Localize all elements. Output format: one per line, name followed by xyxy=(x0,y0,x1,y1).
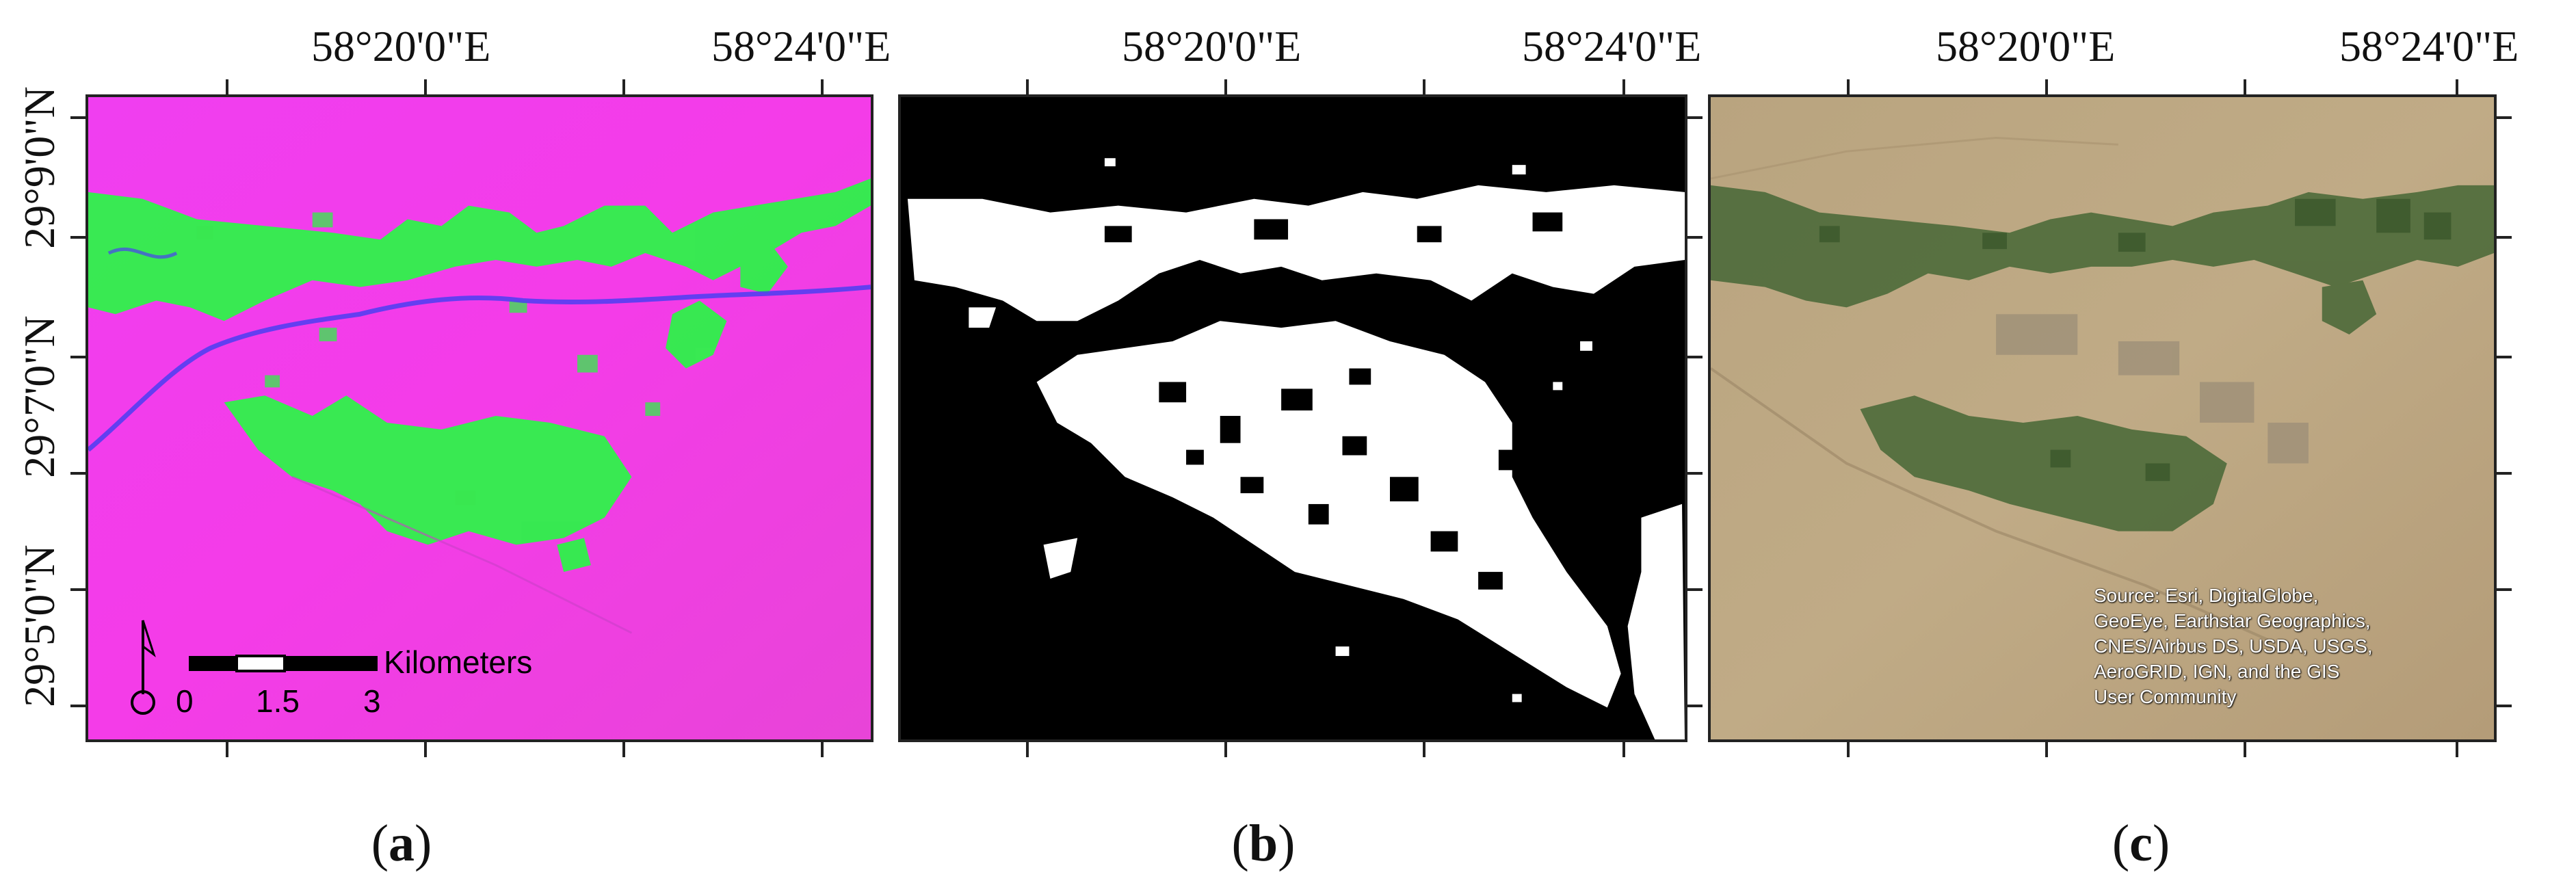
bottom-tick xyxy=(1224,742,1227,757)
false-color-image xyxy=(88,97,871,739)
right-tick xyxy=(2497,588,2512,591)
caption-b: (b) xyxy=(1232,814,1296,873)
scale-unit-label: Kilometers xyxy=(384,644,533,680)
top-tick xyxy=(821,79,824,94)
top-tick xyxy=(2456,79,2458,94)
right-tick xyxy=(1687,705,1703,707)
lon-label-a-2: 58°24'0"E xyxy=(711,22,891,70)
left-tick xyxy=(70,705,86,707)
bottom-tick xyxy=(226,742,228,757)
right-tick xyxy=(2497,236,2512,239)
lon-label-a-1: 58°20'0"E xyxy=(311,22,491,70)
panel-c-satellite-basemap: Source: Esri, DigitalGlobe, GeoEye, Eart… xyxy=(1708,94,2497,742)
lon-label-b-1: 58°20'0"E xyxy=(1122,22,1302,70)
right-tick xyxy=(1687,236,1703,239)
bottom-tick xyxy=(622,742,625,757)
top-tick xyxy=(1224,79,1227,94)
caption-close: ) xyxy=(1278,815,1296,872)
right-tick xyxy=(2497,356,2512,358)
panel-b-binary-mask-map xyxy=(898,94,1687,742)
caption-letter: a xyxy=(389,815,415,872)
top-tick xyxy=(1847,79,1850,94)
top-tick xyxy=(1622,79,1625,94)
scale-tick-0: 0 xyxy=(176,683,194,719)
bottom-tick xyxy=(1847,742,1850,757)
lat-label-2: 29°7'0"N xyxy=(15,315,64,478)
right-tick xyxy=(1687,472,1703,475)
left-tick xyxy=(70,356,86,358)
attribution-line: AeroGRID, IGN, and the GIS xyxy=(2094,661,2340,682)
left-tick xyxy=(70,472,86,475)
attribution-line: CNES/Airbus DS, USDA, USGS, xyxy=(2094,635,2373,657)
caption-letter: b xyxy=(1248,815,1278,872)
caption-open: ( xyxy=(2112,815,2130,872)
top-tick xyxy=(1423,79,1425,94)
caption-a: (a) xyxy=(371,814,432,873)
top-tick xyxy=(226,79,228,94)
bottom-tick xyxy=(2045,742,2048,757)
caption-close: ) xyxy=(2152,815,2170,872)
top-tick xyxy=(424,79,427,94)
attribution-line: GeoEye, Earthstar Geographics, xyxy=(2094,610,2371,631)
right-tick xyxy=(2497,705,2512,707)
caption-open: ( xyxy=(371,815,389,872)
top-tick xyxy=(1026,79,1029,94)
lat-label-1: 29°9'0"N xyxy=(15,86,64,249)
attribution-line: User Community xyxy=(2094,686,2237,707)
bottom-tick xyxy=(424,742,427,757)
lon-label-c-2: 58°24'0"E xyxy=(2339,22,2519,70)
north-arrow-icon xyxy=(131,620,156,715)
caption-close: ) xyxy=(415,815,432,872)
bottom-tick xyxy=(821,742,824,757)
map-attribution: Source: Esri, DigitalGlobe, GeoEye, Eart… xyxy=(2094,583,2477,709)
top-tick xyxy=(2045,79,2048,94)
top-tick xyxy=(622,79,625,94)
attribution-line: Source: Esri, DigitalGlobe, xyxy=(2094,585,2319,606)
left-tick xyxy=(70,588,86,591)
right-tick xyxy=(2497,116,2512,119)
bottom-tick xyxy=(2244,742,2246,757)
scale-tick-1-5: 1.5 xyxy=(256,683,300,719)
right-tick xyxy=(1687,116,1703,119)
lon-label-b-2: 58°24'0"E xyxy=(1522,22,1702,70)
bottom-tick xyxy=(1026,742,1029,757)
right-tick xyxy=(1687,588,1703,591)
bottom-tick xyxy=(1423,742,1425,757)
panel-a-false-color-map: Kilometers 0 1.5 3 xyxy=(86,94,873,742)
right-tick xyxy=(2497,472,2512,475)
right-tick xyxy=(1687,356,1703,358)
left-tick xyxy=(70,116,86,119)
left-tick xyxy=(70,236,86,239)
lon-label-c-1: 58°20'0"E xyxy=(1936,22,2116,70)
caption-open: ( xyxy=(1231,815,1249,872)
caption-c: (c) xyxy=(2112,814,2170,873)
satellite-image xyxy=(1711,97,2494,739)
bottom-tick xyxy=(1622,742,1625,757)
bottom-tick xyxy=(2456,742,2458,757)
binary-mask-image xyxy=(901,97,1685,739)
scale-tick-3: 3 xyxy=(363,683,381,719)
scale-bar xyxy=(189,655,378,672)
top-tick xyxy=(2244,79,2246,94)
caption-letter: c xyxy=(2129,815,2153,872)
lat-label-3: 29°5'0"N xyxy=(15,544,64,707)
